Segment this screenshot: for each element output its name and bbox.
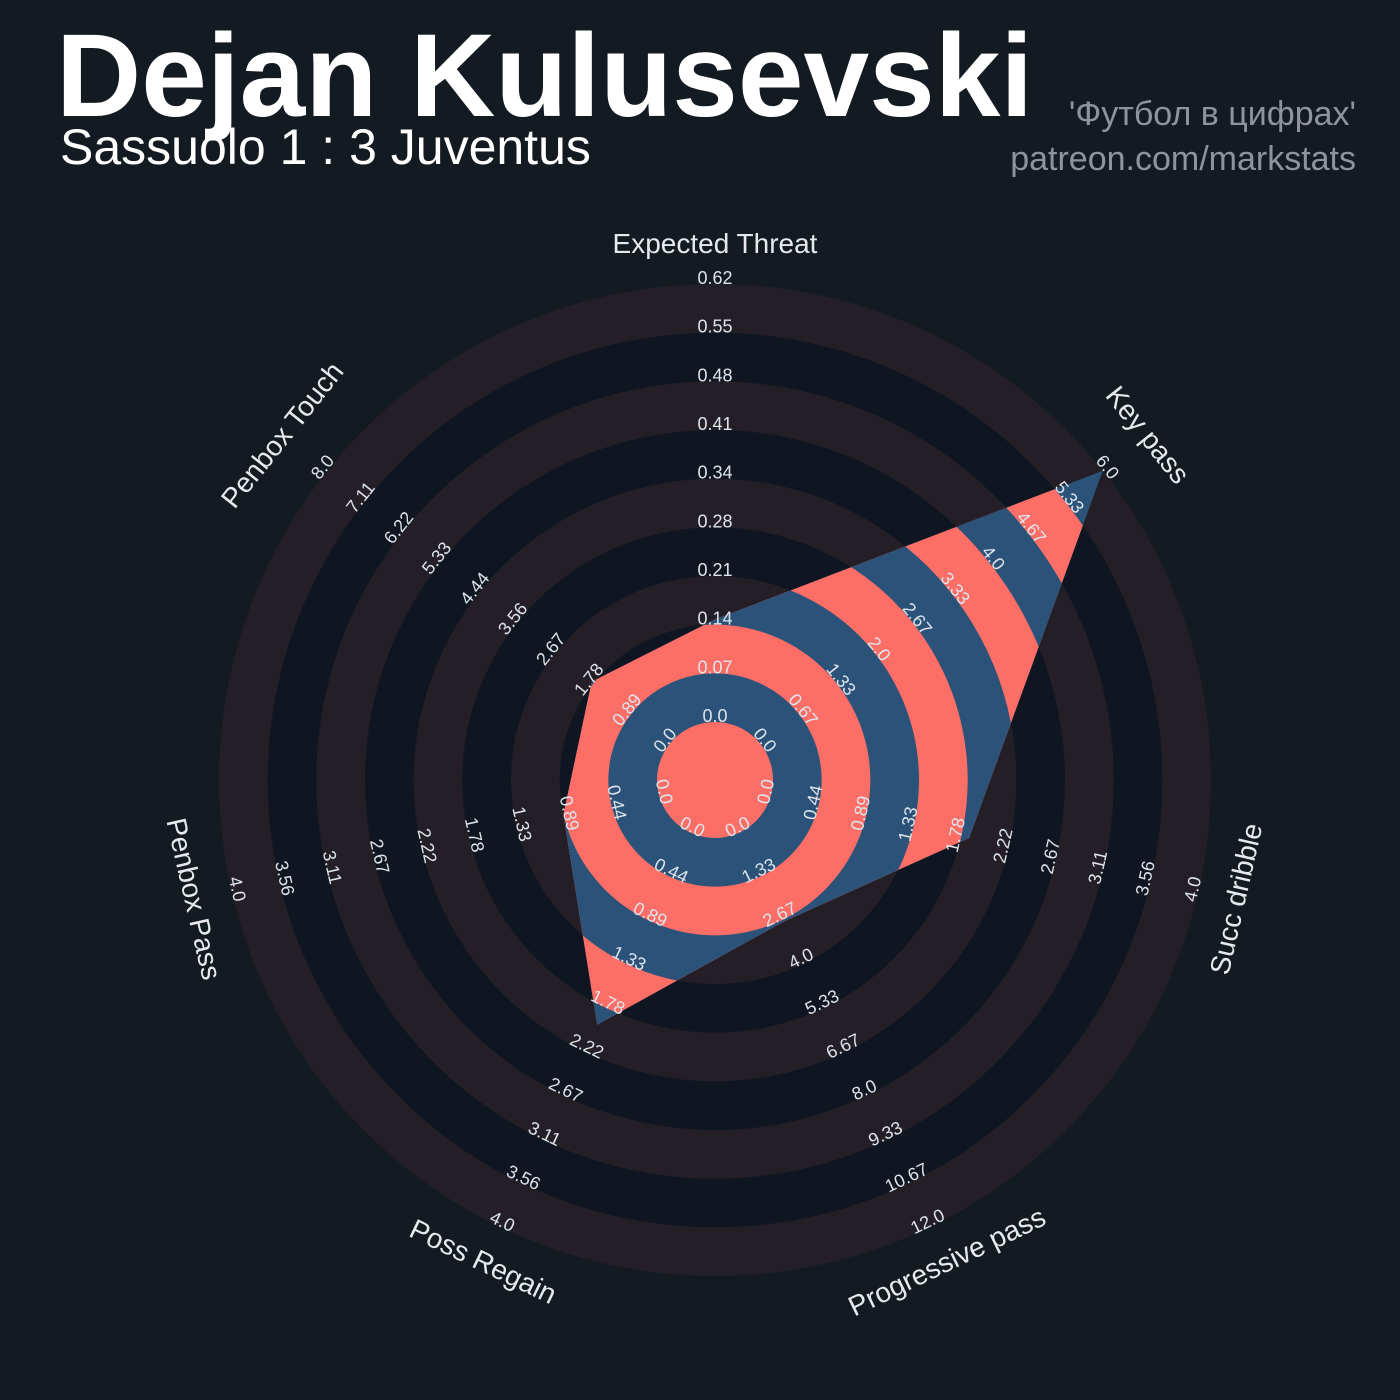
svg-text:0.21: 0.21 bbox=[697, 560, 732, 580]
svg-text:Expected Threat: Expected Threat bbox=[613, 228, 818, 259]
svg-text:0.28: 0.28 bbox=[697, 511, 732, 531]
svg-text:0.41: 0.41 bbox=[697, 414, 732, 434]
svg-text:4.0: 4.0 bbox=[1180, 875, 1205, 904]
svg-text:0.0: 0.0 bbox=[702, 706, 727, 726]
svg-text:0.07: 0.07 bbox=[697, 657, 732, 677]
svg-text:Penbox Pass: Penbox Pass bbox=[160, 815, 227, 983]
svg-text:Succ dribble: Succ dribble bbox=[1204, 820, 1269, 977]
svg-text:0.48: 0.48 bbox=[697, 365, 732, 385]
svg-text:0.62: 0.62 bbox=[697, 268, 732, 288]
svg-text:0.14: 0.14 bbox=[697, 609, 732, 629]
svg-text:0.34: 0.34 bbox=[697, 463, 732, 483]
svg-text:0.55: 0.55 bbox=[697, 317, 732, 337]
svg-text:4.0: 4.0 bbox=[225, 875, 250, 904]
